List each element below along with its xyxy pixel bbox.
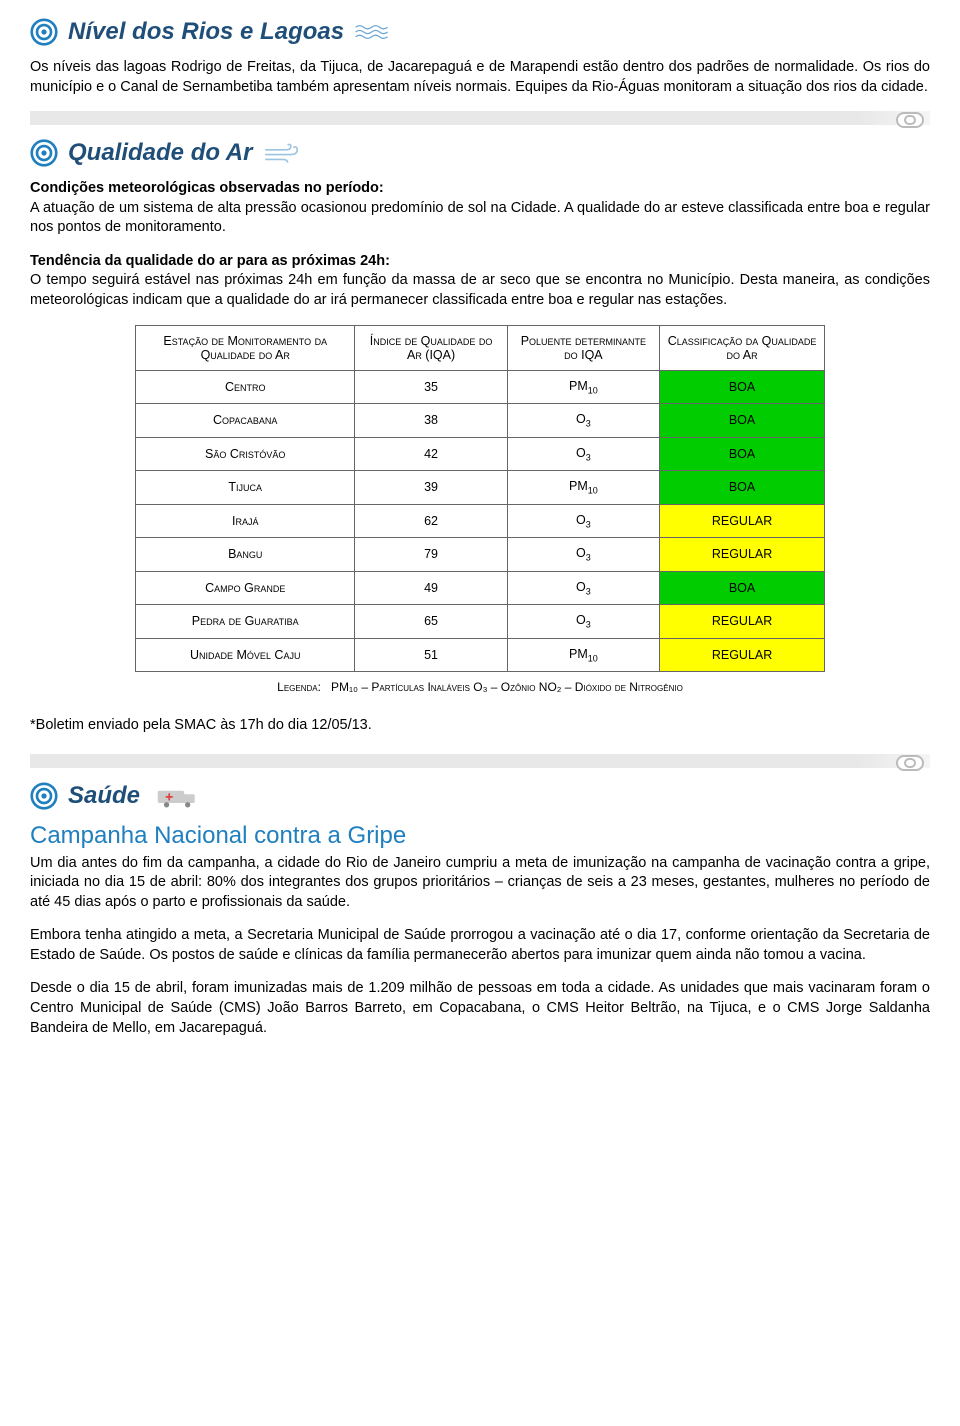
health-p3: Desde o dia 15 de abril, foram imunizada… — [30, 979, 930, 1038]
pollutant-cell: PM10 — [507, 471, 659, 505]
iqa-cell: 49 — [355, 571, 507, 605]
air-conditions: Condições meteorológicas observadas no p… — [30, 179, 930, 238]
pollutant-cell: O3 — [507, 605, 659, 639]
air-cond-heading: Condições meteorológicas observadas no p… — [30, 180, 384, 196]
health-p1: Um dia antes do fim da campanha, a cidad… — [30, 854, 930, 913]
iqa-cell: 35 — [355, 370, 507, 404]
air-quality-table: Estação de Monitoramento da Qualidade do… — [135, 325, 825, 673]
iqa-cell: 62 — [355, 504, 507, 538]
station-cell: Tijuca — [136, 471, 355, 505]
table-row: Centro35PM10BOA — [136, 370, 825, 404]
station-cell: Pedra de Guaratiba — [136, 605, 355, 639]
air-tend-heading: Tendência da qualidade do ar para as pró… — [30, 253, 390, 269]
iqa-cell: 39 — [355, 471, 507, 505]
station-cell: São Cristóvão — [136, 437, 355, 471]
table-legend: Legenda: PM₁₀ – Partículas Inaláveis O₃ … — [30, 672, 930, 698]
air-cond-body: A atuação de um sistema de alta pressão … — [30, 200, 930, 236]
classification-cell: REGULAR — [660, 605, 825, 639]
air-tend-body: O tempo seguirá estável nas próximas 24h… — [30, 272, 930, 308]
iqa-cell: 79 — [355, 538, 507, 572]
iqa-cell: 65 — [355, 605, 507, 639]
table-header: Estação de Monitoramento da Qualidade do… — [136, 325, 355, 370]
table-row: Unidade Móvel Caju51PM10REGULAR — [136, 638, 825, 672]
station-cell: Centro — [136, 370, 355, 404]
target-icon — [30, 782, 58, 810]
iqa-cell: 42 — [355, 437, 507, 471]
iqa-cell: 38 — [355, 404, 507, 438]
table-header: Índice de Qualidade do Ar (IQA) — [355, 325, 507, 370]
classification-cell: REGULAR — [660, 504, 825, 538]
campaign-title: Campanha Nacional contra a Gripe — [30, 822, 930, 850]
target-icon — [30, 18, 58, 46]
table-row: Tijuca39PM10BOA — [136, 471, 825, 505]
divider — [30, 754, 930, 768]
section-title: Nível dos Rios e Lagoas — [68, 18, 344, 46]
classification-cell: BOA — [660, 471, 825, 505]
classification-cell: REGULAR — [660, 538, 825, 572]
rivers-body: Os níveis das lagoas Rodrigo de Freitas,… — [30, 58, 930, 97]
section-header-air: Qualidade do Ar — [30, 139, 930, 167]
ambulance-icon — [156, 783, 200, 809]
station-cell: Campo Grande — [136, 571, 355, 605]
table-row: Irajá62O3REGULAR — [136, 504, 825, 538]
pollutant-cell: O3 — [507, 504, 659, 538]
wind-icon — [262, 141, 302, 165]
table-header: Poluente determinante do IQA — [507, 325, 659, 370]
pollutant-cell: O3 — [507, 404, 659, 438]
waves-icon — [354, 20, 394, 44]
air-tendency: Tendência da qualidade do ar para as pró… — [30, 252, 930, 311]
classification-cell: BOA — [660, 437, 825, 471]
table-row: Campo Grande49O3BOA — [136, 571, 825, 605]
classification-cell: REGULAR — [660, 638, 825, 672]
section-header-rivers: Nível dos Rios e Lagoas — [30, 18, 930, 46]
iqa-cell: 51 — [355, 638, 507, 672]
classification-cell: BOA — [660, 370, 825, 404]
section-header-health: Saúde — [30, 782, 930, 810]
table-row: Bangu79O3REGULAR — [136, 538, 825, 572]
station-cell: Unidade Móvel Caju — [136, 638, 355, 672]
pollutant-cell: PM10 — [507, 370, 659, 404]
section-title: Saúde — [68, 782, 140, 810]
pollutant-cell: O3 — [507, 538, 659, 572]
pollutant-cell: PM10 — [507, 638, 659, 672]
station-cell: Irajá — [136, 504, 355, 538]
target-icon — [30, 139, 58, 167]
divider — [30, 111, 930, 125]
table-row: Pedra de Guaratiba65O3REGULAR — [136, 605, 825, 639]
table-row: Copacabana38O3BOA — [136, 404, 825, 438]
pollutant-cell: O3 — [507, 437, 659, 471]
pollutant-cell: O3 — [507, 571, 659, 605]
table-header: Classificação da Qualidade do Ar — [660, 325, 825, 370]
station-cell: Copacabana — [136, 404, 355, 438]
health-p2: Embora tenha atingido a meta, a Secretar… — [30, 926, 930, 965]
classification-cell: BOA — [660, 571, 825, 605]
air-footnote: *Boletim enviado pela SMAC às 17h do dia… — [30, 716, 930, 736]
classification-cell: BOA — [660, 404, 825, 438]
table-row: São Cristóvão42O3BOA — [136, 437, 825, 471]
section-title: Qualidade do Ar — [68, 139, 252, 167]
station-cell: Bangu — [136, 538, 355, 572]
